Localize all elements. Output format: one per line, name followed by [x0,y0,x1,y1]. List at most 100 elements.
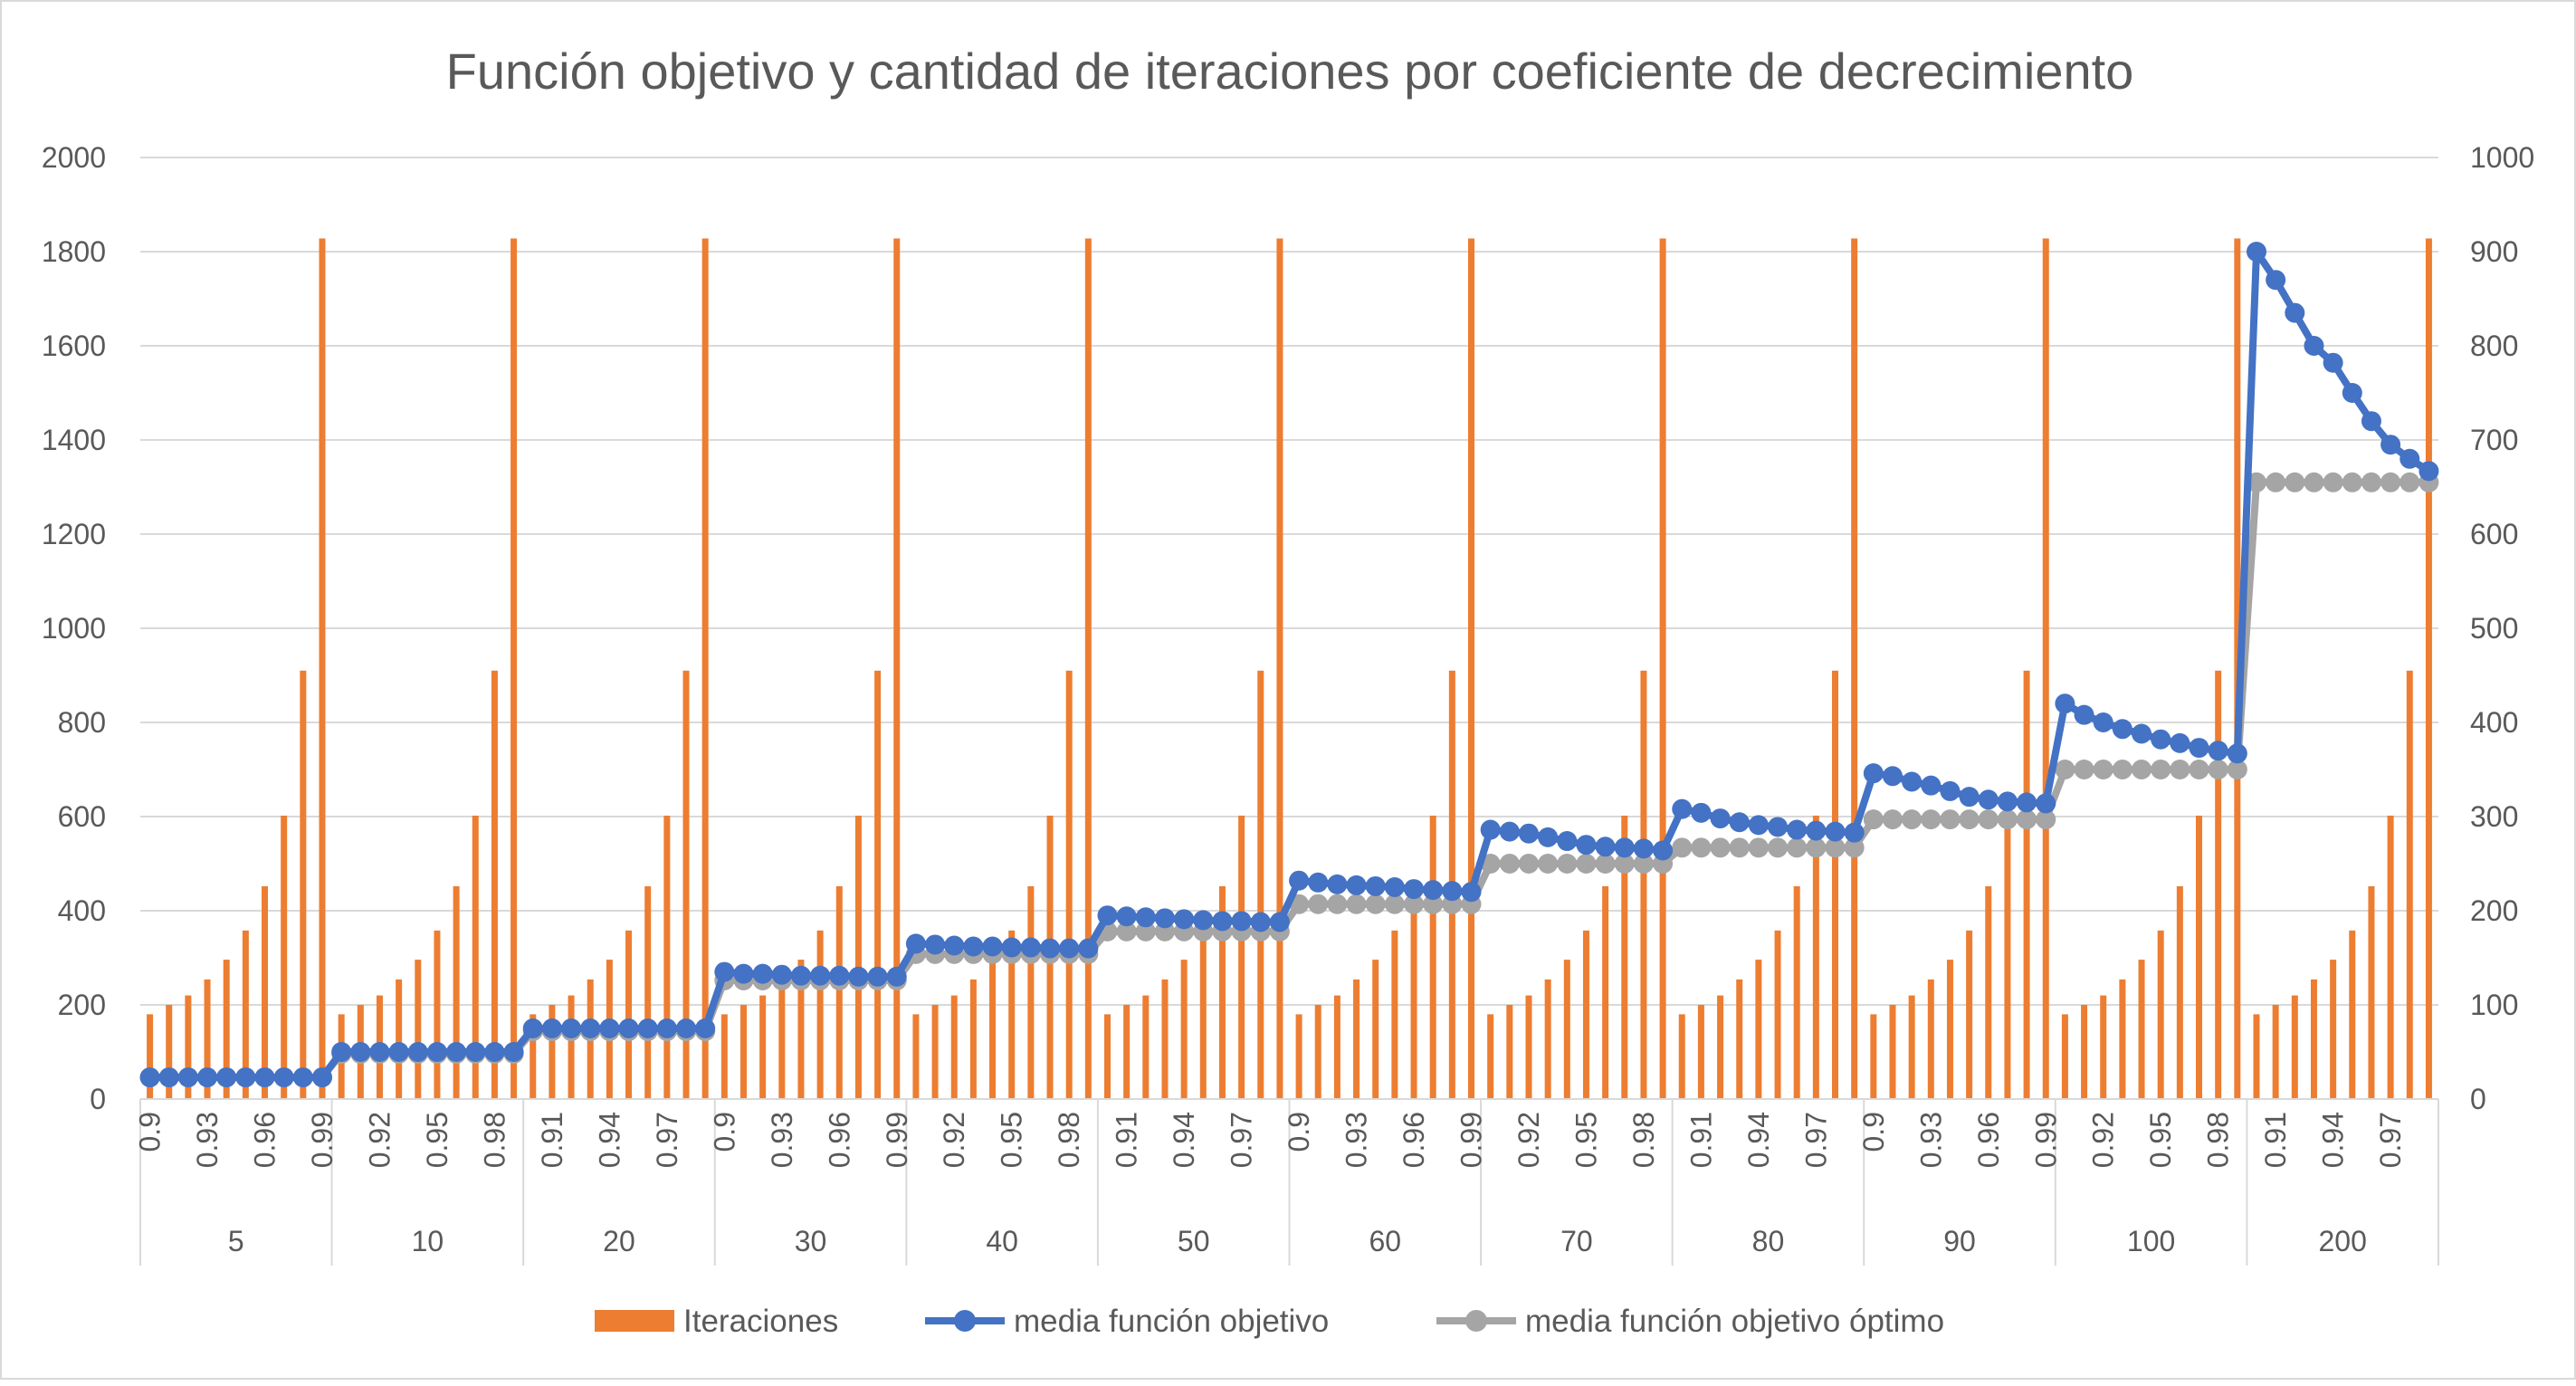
mean-objective-point [1748,815,1769,836]
mean-objective-point [2266,270,2286,291]
iteration-bar [1602,885,1609,1099]
iteration-bar [1927,979,1934,1099]
iteration-bar [530,1014,537,1099]
optimal-mean-point [2170,760,2190,779]
mean-objective-point [522,1018,543,1038]
iteration-bar [720,1014,728,1099]
left-tick-label: 2000 [42,141,106,174]
group-label: 70 [1560,1225,1593,1257]
mean-objective-point [1538,827,1559,847]
iteration-bar [2196,815,2203,1099]
mean-objective-point [273,1067,294,1088]
mean-objective-point [254,1067,275,1088]
x-axis: 0.9 0.93 0.96 0.99 5 0.92 0.95 0.98 10 0.91 0.94 0.… [134,1098,2439,1266]
iteration-bar [1812,815,1819,1099]
iteration-bar [1333,995,1340,1099]
iteration-bar [2387,815,2394,1099]
optimal-mean-point [2208,760,2228,779]
group-label: 60 [1369,1225,1401,1257]
iteration-bar [1525,995,1532,1099]
iteration-bar [1238,815,1245,1099]
iteration-bar [549,1005,556,1099]
iteration-bar [415,960,422,1099]
left-tick-label: 800 [58,706,106,739]
coefficient-tick-label: 0.98 [1627,1112,1660,1168]
optimal-mean-point [1518,854,1539,874]
iteration-bar [663,815,671,1099]
mean-objective-point [1461,882,1482,903]
left-tick-label: 1600 [42,330,106,362]
coefficient-tick-label: 0.99 [2029,1112,2062,1168]
mean-objective-point [1518,823,1539,844]
left-tick-label: 400 [58,894,106,927]
iteration-bar [1161,979,1169,1099]
coefficient-tick-label: 0.9 [134,1112,167,1152]
iteration-bar [1065,670,1073,1099]
mean-objective-point [1825,821,1846,842]
iteration-bar [625,930,633,1099]
coefficient-tick-label: 0.93 [1914,1112,1947,1168]
mean-objective-point [714,961,735,982]
mean-objective-point [1174,909,1195,930]
iteration-bar [1506,1005,1513,1099]
iteration-bar [2176,885,2183,1099]
iteration-bar [1908,995,1915,1099]
mean-objective-point [2323,352,2343,373]
group-label: 200 [2319,1225,2367,1257]
iteration-bar [1487,1014,1494,1099]
iteration-bar [2023,670,2030,1099]
optimal-mean-point [1365,894,1386,914]
iteration-bar [1640,670,1647,1099]
mean-objective-point [1078,938,1099,959]
iteration-bar [1736,979,1743,1099]
optimal-mean-point [1538,854,1559,874]
mean-objective-point [1384,877,1405,897]
mean-objective-point [1978,789,1999,810]
mean-objective-point [2074,704,2094,725]
iteration-bar [1429,815,1436,1099]
optimal-mean-point [1614,854,1635,874]
optimal-mean-point [2074,760,2094,779]
mean-objective-point [944,935,965,956]
coefficient-tick-label: 0.94 [1742,1112,1775,1168]
iteration-bar [1410,885,1417,1099]
mean-objective-point [733,963,754,984]
iteration-bar [2310,979,2317,1099]
optimal-mean-point [1997,809,2018,830]
optimal-mean-series [139,472,2439,1088]
optimal-mean-point [1768,837,1789,858]
group-label: 100 [2127,1225,2175,1257]
mean-objective-point [1997,791,2018,812]
mean-objective-point [886,966,907,987]
left-tick-label: 200 [58,989,106,1021]
group-label: 5 [228,1225,244,1257]
iteration-bar [1946,960,1953,1099]
mean-objective-point [1154,908,1175,929]
mean-objective-point [2055,693,2075,714]
iteration-bar [682,670,690,1099]
optimal-mean-point [2361,472,2381,492]
mean-objective-point [2093,712,2113,732]
mean-objective-point [1423,880,1444,901]
mean-objective-point [465,1042,486,1062]
mean-objective-point [2151,729,2171,750]
mean-objective-point [1327,874,1348,894]
mean-objective-point [982,936,1003,957]
optimal-mean-point [2399,472,2420,492]
iteration-bar [281,815,288,1099]
chart-title: Función objetivo y cantidad de iteracion… [446,43,2134,100]
gridlines [140,157,2438,1100]
right-tick-label: 500 [2470,612,2518,645]
iteration-bar [1199,930,1207,1099]
mean-objective-point [1499,821,1520,842]
iteration-bar [1678,1014,1685,1099]
mean-objective-point [1595,836,1616,857]
iteration-bar [1468,238,1475,1099]
optimal-mean-point [1882,809,1903,830]
legend-swatch-marker [954,1310,976,1332]
mean-objective-point [2342,383,2362,403]
iteration-bar [2138,960,2145,1099]
optimal-mean-point [2112,760,2132,779]
right-tick-label: 200 [2470,894,2518,927]
